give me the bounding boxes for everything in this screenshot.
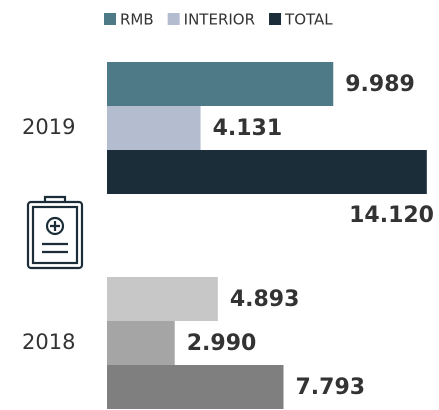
bar xyxy=(107,321,175,365)
value-label: 2.990 xyxy=(187,331,257,356)
bar xyxy=(107,106,201,150)
value-label: 9.989 xyxy=(345,72,415,97)
bar xyxy=(107,62,334,106)
legend-swatch xyxy=(269,13,282,25)
value-label: 7.793 xyxy=(296,375,366,400)
legend-text: TOTAL xyxy=(284,11,333,29)
category-label: 2018 xyxy=(22,330,75,354)
legend-text: INTERIOR xyxy=(184,11,255,29)
legend-text: RMB xyxy=(120,11,154,29)
value-label: 4.131 xyxy=(213,116,283,141)
category-label: 2019 xyxy=(22,115,75,139)
legend-swatch xyxy=(104,13,116,25)
clipboard-icon xyxy=(26,195,84,270)
value-label: 4.893 xyxy=(230,287,300,312)
bar xyxy=(107,150,427,194)
value-label: 14.120 xyxy=(349,203,434,228)
bar xyxy=(107,277,218,321)
legend-swatch xyxy=(167,13,180,25)
bar xyxy=(107,365,284,409)
